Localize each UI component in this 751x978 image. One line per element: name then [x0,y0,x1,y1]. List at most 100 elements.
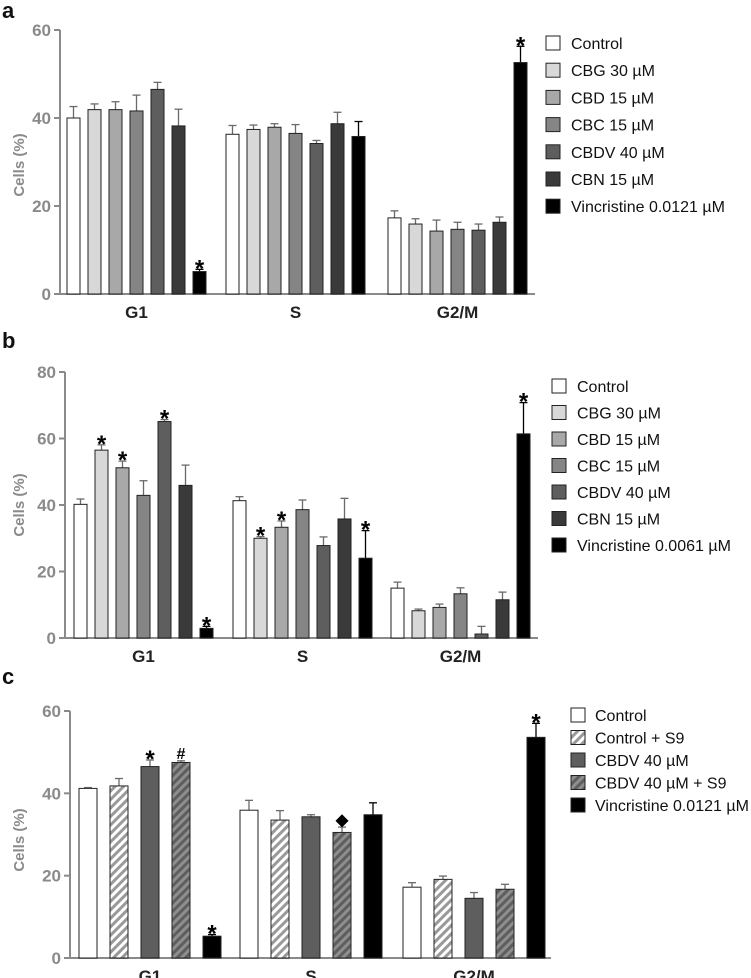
bar [387,217,402,295]
significance-mark: * [118,447,128,474]
legend-label: CBD 15 µM [571,90,654,107]
y-tick-label: 0 [47,629,56,648]
legend-label: CBDV 40 µM [571,145,665,162]
bar [411,610,426,639]
y-tick-label: 20 [37,563,56,582]
bar [358,557,373,639]
bar [108,109,123,295]
bar [471,229,486,295]
y-tick-label: 20 [42,867,61,886]
legend-label: CBG 30 µM [571,63,655,80]
legend-swatch [551,431,567,447]
bar [225,133,240,295]
y-tick-label: 40 [42,784,61,803]
legend: Control CBG 30 µM CBD 15 µM CBC 15 µM CBDV 4… [551,378,731,555]
legend-swatch [545,117,561,133]
legend-swatch [570,730,586,745]
legend-label: CBN 15 µM [571,172,654,189]
bar [495,599,510,639]
legend-label: CBC 15 µM [577,459,660,476]
bar [474,633,489,639]
legend-swatch [545,198,561,214]
legend-label: Control [595,708,647,725]
bar [495,888,515,959]
bar [513,62,528,295]
bar [232,500,247,639]
significance-mark: * [519,389,529,416]
y-tick-label: 20 [32,197,51,216]
legend-swatch [545,62,561,78]
legend-label: CBC 15 µM [571,118,654,135]
legend-swatch [545,89,561,105]
bar [526,736,546,959]
bar [363,814,383,959]
x-category-label: G2/M [453,967,495,978]
legend-label: Control [577,379,629,396]
x-category-label: S [297,647,308,666]
bar [202,935,222,959]
significance-mark: * [531,709,541,736]
panel-b: b Cells (%) 0 20 40 60 80 * * * * G1 * * * S * G2/M Con… [2,328,731,666]
legend-label: Control [571,36,623,53]
legend-swatch [570,775,586,790]
legend-swatch [570,752,586,768]
bar [429,230,444,295]
panel-label: b [2,328,15,353]
bar [157,421,172,639]
legend-swatch [545,144,561,160]
bar [136,494,151,639]
bar [66,117,81,295]
bar [253,537,268,639]
bar [432,606,447,639]
legend: Control CBG 30 µM CBD 15 µM CBC 15 µM CBDV 4… [545,35,725,216]
y-tick-label: 40 [32,109,51,128]
bar [337,518,352,639]
bar [115,467,130,639]
y-axis-title: Cells (%) [11,133,28,196]
bar [246,128,261,295]
significance-mark: * [516,32,526,59]
x-category-label: G1 [132,647,155,666]
y-tick-label: 60 [42,702,61,721]
bar [309,143,324,295]
bar [199,627,214,639]
y-tick-label: 0 [52,949,61,968]
legend-label: CBDV 40 µM [577,485,671,502]
y-tick-label: 60 [32,21,51,40]
legend-swatch [551,484,567,500]
significance-mark: * [202,612,212,639]
plot-area: 0 20 40 60 * # * G1 ◆ S * G2/M [42,702,551,978]
bar [450,228,465,295]
legend-swatch [545,35,561,51]
significance-mark: * [361,517,371,544]
legend-swatch [551,378,567,394]
y-axis-title: Cells (%) [11,473,28,536]
legend-label: CBDV 40 µM [595,753,689,770]
significance-mark: * [277,507,287,534]
bar [192,271,207,295]
legend-label: Vincristine 0.0121 µM [595,798,749,815]
significance-mark: * [256,523,266,550]
bar [73,503,88,639]
significance-mark: ◆ [335,812,349,829]
legend-label: CBG 30 µM [577,406,661,423]
bar [267,126,282,295]
bar [171,125,186,295]
significance-mark: * [207,921,217,948]
legend-swatch [551,511,567,526]
significance-mark: * [160,406,170,433]
significance-mark: # [177,746,186,763]
bar [140,766,160,959]
plot-area: 0 20 40 60 80 * * * * G1 * * * S * G2/M [37,363,538,666]
bar [492,221,507,295]
bar [516,433,531,639]
legend-swatch [570,797,586,813]
legend-label: Vincristine 0.0121 µM [571,199,725,216]
bar [150,88,165,295]
bar [171,761,191,959]
bar [239,809,259,959]
x-category-label: S [290,303,301,322]
bar [94,449,109,639]
legend: Control Control + S9 CBDV 40 µM CBDV 40 µM … [570,707,749,815]
